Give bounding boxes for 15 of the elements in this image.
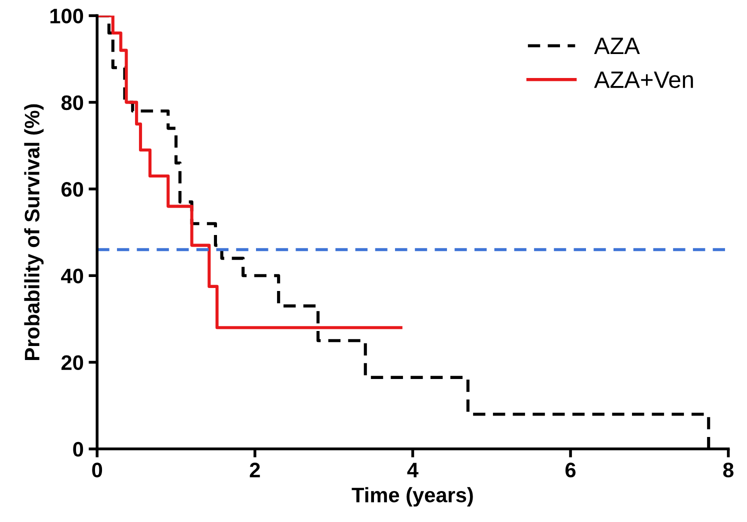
x-axis-title: Time (years) — [352, 487, 473, 507]
y-axis-title: Probability of Survival (%) — [24, 104, 44, 360]
y-tick-label: 0 — [73, 442, 84, 457]
x-tick-label: 0 — [92, 462, 102, 478]
legend-label: AZA — [594, 38, 640, 54]
x-tick-label: 4 — [407, 462, 418, 478]
y-tick-label: 60 — [62, 182, 84, 197]
x-tick-label: 2 — [250, 462, 260, 478]
x-tick-label: 6 — [565, 462, 576, 478]
legend-label: AZA+Ven — [594, 72, 693, 88]
y-tick-label: 80 — [61, 95, 84, 110]
x-tick-label: 8 — [723, 462, 734, 478]
y-tick-label: 40 — [61, 268, 84, 284]
y-tick-label: 20 — [61, 355, 84, 370]
y-tick-label: 100 — [50, 8, 84, 24]
